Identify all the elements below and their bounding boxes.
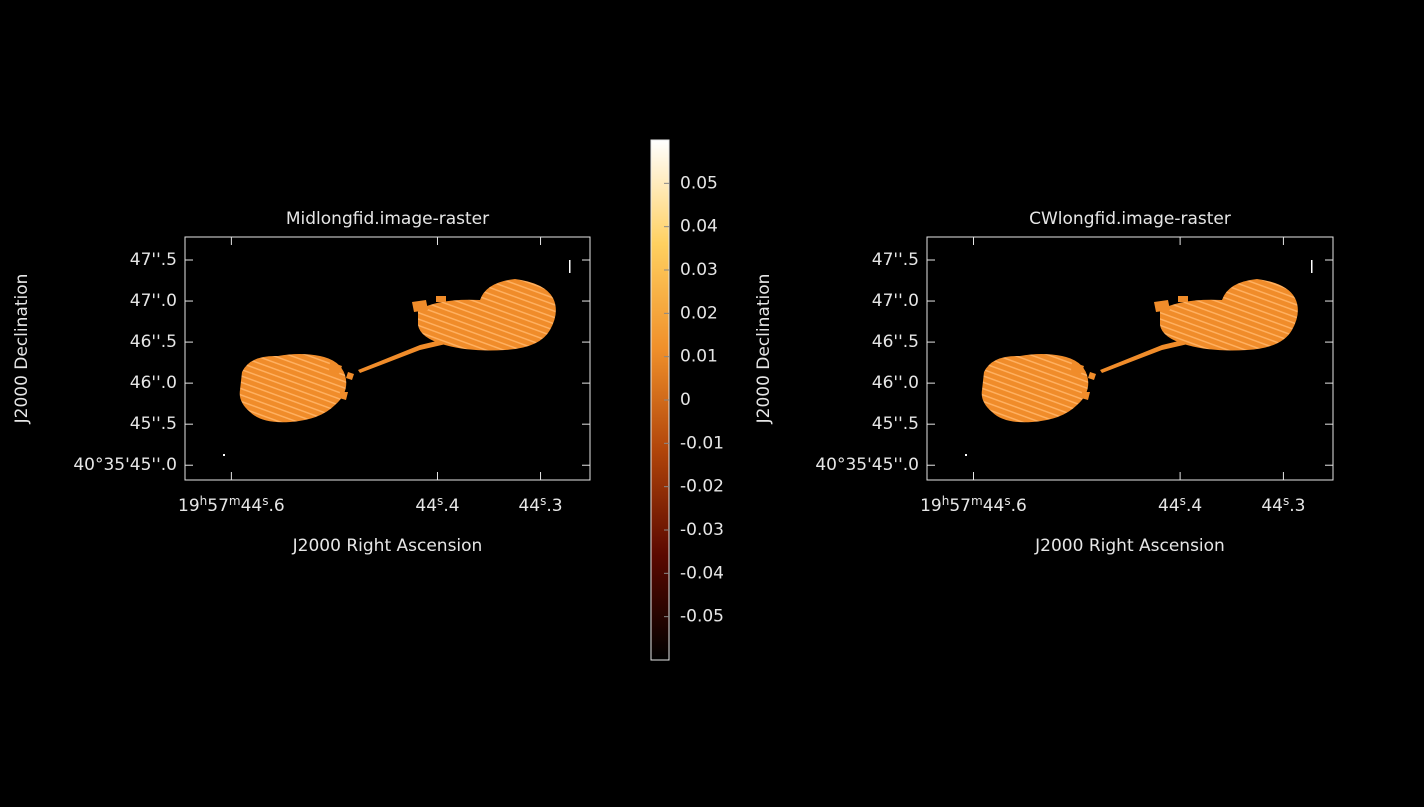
y-axis-label: J2000 Declination <box>754 274 774 425</box>
chart: Midlongfid.image-raster J2000 Right Ascen… <box>0 0 1424 807</box>
colorbar-tick-label: 0.01 <box>680 347 718 367</box>
y-tick-label: 40°35'45''.0 <box>73 455 177 475</box>
y-tick-label: 46''.5 <box>130 332 177 352</box>
y-tick-label: 47''.5 <box>872 250 919 270</box>
panel-title: CWlongfid.image-raster <box>1029 209 1231 229</box>
y-tick-label: 46''.5 <box>872 332 919 352</box>
panel-title: Midlongfid.image-raster <box>286 209 489 229</box>
x-axis-label: J2000 Right Ascension <box>292 536 483 556</box>
y-tick-label: 40°35'45''.0 <box>815 455 919 475</box>
colorbar-tick-label: -0.01 <box>680 433 724 453</box>
colorbar-tick-label: 0.04 <box>680 217 718 237</box>
colorbar-tick-label: -0.03 <box>680 520 724 540</box>
y-axis-label: J2000 Declination <box>12 274 32 425</box>
x-tick-label: 44s.4 <box>1158 494 1202 516</box>
colorbar-tick-label: 0 <box>680 390 691 410</box>
y-tick-label: 45''.5 <box>130 414 177 434</box>
y-tick-label: 47''.0 <box>872 291 919 311</box>
x-axis-label: J2000 Right Ascension <box>1034 536 1225 556</box>
y-tick-label: 47''.0 <box>130 291 177 311</box>
y-tick-label: 46''.0 <box>872 373 919 393</box>
colorbar-tick-label: -0.05 <box>680 607 724 627</box>
y-tick-label: 46''.0 <box>130 373 177 393</box>
x-tick-label: 19h57m44s.6 <box>920 494 1027 516</box>
raster-image <box>965 260 1313 456</box>
colorbar-tick-label: -0.02 <box>680 477 724 497</box>
x-tick-label: 44s.4 <box>415 494 459 516</box>
colorbar-tick-label: -0.04 <box>680 563 724 583</box>
colorbar-tick-label: 0.02 <box>680 303 718 323</box>
x-tick-label: 44s.3 <box>1261 494 1305 516</box>
colorbar-tick-label: 0.03 <box>680 260 718 280</box>
y-tick-label: 45''.5 <box>872 414 919 434</box>
y-tick-label: 47''.5 <box>130 250 177 270</box>
raster-image <box>223 260 571 456</box>
x-tick-label: 19h57m44s.6 <box>178 494 285 516</box>
page: Midlongfid.image-raster J2000 Right Ascen… <box>0 0 1424 807</box>
x-tick-label: 44s.3 <box>518 494 562 516</box>
colorbar-tick-label: 0.05 <box>680 173 718 193</box>
